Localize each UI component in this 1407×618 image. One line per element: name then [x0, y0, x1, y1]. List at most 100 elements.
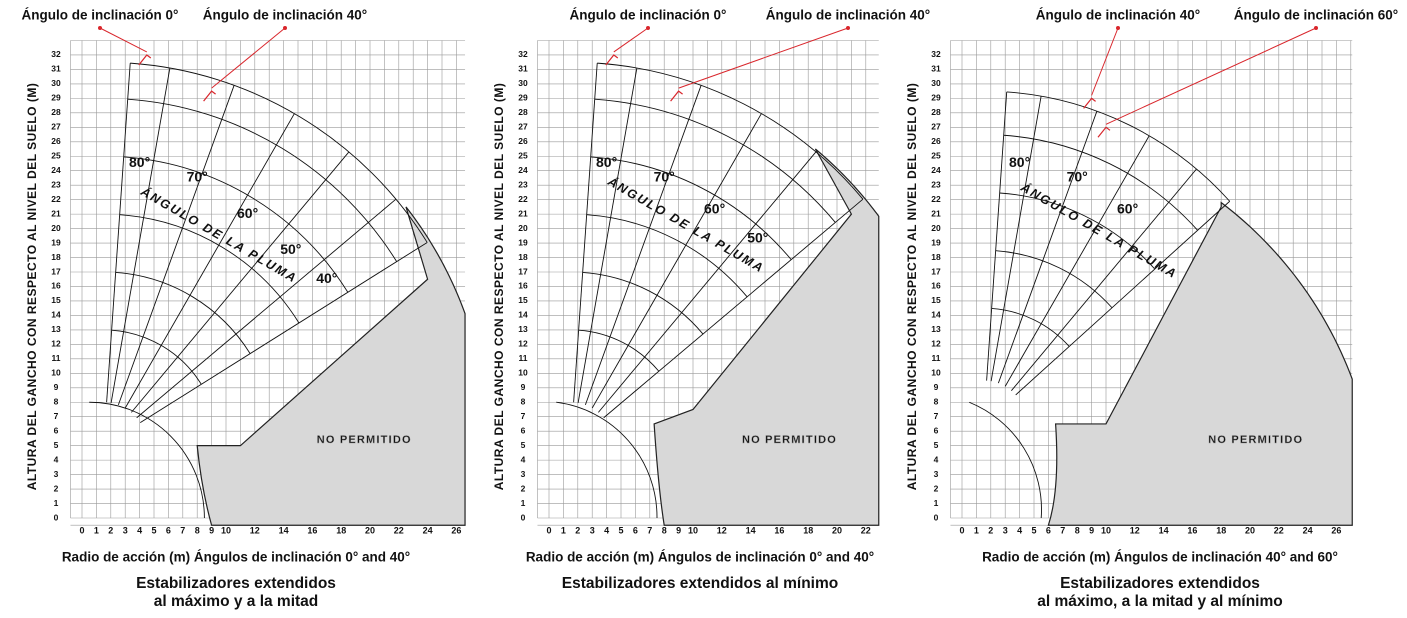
boom-arc	[111, 329, 202, 385]
y-tick-label: 5	[54, 440, 59, 450]
forbidden-zone	[653, 148, 880, 526]
y-tick-label: 14	[51, 310, 61, 320]
y-tick-label: 2	[521, 483, 526, 493]
crane-sketch	[1097, 126, 1111, 138]
boom-ray	[997, 111, 1098, 384]
y-tick-label: 27	[931, 122, 941, 132]
x-tick-label: 0	[959, 525, 964, 535]
y-tick-label: 22	[931, 194, 941, 204]
y-tick-label: 6	[934, 425, 939, 435]
boom-ray	[117, 85, 235, 406]
y-tick-label: 15	[51, 295, 61, 305]
boom-ray	[1004, 135, 1150, 387]
inclination-label: Ángulo de inclinación 40°	[203, 8, 367, 23]
x-tick-label: 12	[250, 525, 260, 535]
y-tick-label: 31	[931, 64, 941, 74]
base-arc	[556, 401, 658, 519]
boom-arc	[119, 214, 300, 324]
forbidden-label: NO PERMITIDO	[742, 434, 837, 446]
y-tick-label: 13	[51, 324, 61, 334]
x-tick-label: 14	[1159, 525, 1169, 535]
y-tick-label: 3	[54, 469, 59, 479]
y-tick-label: 30	[51, 78, 61, 88]
y-axis-title: ALTURA DEL GANCHO CON RESPECTO AL NIVEL …	[492, 83, 506, 491]
inclination-label: Ángulo de inclinación 40°	[766, 8, 930, 23]
caption: Estabilizadores extendidos	[136, 575, 336, 592]
y-tick-label: 21	[518, 208, 528, 218]
y-tick-label: 3	[934, 469, 939, 479]
caption: Estabilizadores extendidos	[1060, 575, 1260, 592]
y-tick-label: 18	[931, 252, 941, 262]
x-tick-label: 16	[1187, 525, 1197, 535]
y-tick-label: 14	[931, 310, 941, 320]
y-tick-label: 9	[521, 382, 526, 392]
crane-sketch	[605, 54, 619, 66]
pointer-dot	[1116, 26, 1120, 30]
caption: al máximo y a la mitad	[154, 593, 319, 610]
y-tick-label: 32	[51, 49, 61, 59]
panel: Ángulo de inclinación 0° Ángulo de inclin…	[22, 8, 466, 610]
x-tick-label: 24	[423, 525, 433, 535]
x-tick-label: 9	[209, 525, 214, 535]
pointer-dot	[283, 26, 287, 30]
x-tick-label: 6	[633, 525, 638, 535]
y-tick-label: 25	[931, 151, 941, 161]
boom-angle-label: 40°	[316, 270, 337, 286]
y-tick-label: 21	[931, 208, 941, 218]
y-tick-label: 0	[521, 512, 526, 522]
y-tick-label: 8	[934, 396, 939, 406]
crane-sketch	[1083, 97, 1096, 109]
x-tick-label: 16	[774, 525, 784, 535]
y-tick-label: 1	[521, 498, 526, 508]
y-tick-label: 15	[931, 295, 941, 305]
crane-sketch	[670, 90, 683, 102]
x-tick-label: 20	[1245, 525, 1255, 535]
x-tick-label: 16	[307, 525, 317, 535]
y-tick-label: 17	[51, 266, 61, 276]
y-tick-label: 7	[521, 411, 526, 421]
y-tick-label: 0	[54, 512, 59, 522]
boom-arc	[1003, 134, 1198, 231]
y-tick-label: 30	[518, 78, 528, 88]
boom-angle-title: ÁNGULO DE LA PLUMA	[1017, 179, 1180, 282]
y-tick-label: 0	[934, 512, 939, 522]
x-tick-label: 20	[832, 525, 842, 535]
x-axis-title: Radio de acción (m) Ángulos de inclinaci…	[982, 550, 1338, 565]
boom-angle-label: 80°	[1009, 154, 1030, 170]
x-tick-label: 1	[974, 525, 979, 535]
boom-ray	[131, 151, 350, 413]
y-tick-label: 4	[54, 454, 59, 464]
x-tick-label: 5	[151, 525, 156, 535]
panel: Ángulo de inclinación 40° Ángulo de incli…	[905, 8, 1398, 611]
boom-angle-label: 50°	[280, 241, 301, 257]
y-tick-label: 27	[51, 122, 61, 132]
x-tick-label: 1	[561, 525, 566, 535]
y-tick-label: 10	[51, 368, 61, 378]
y-tick-label: 11	[932, 353, 941, 363]
y-tick-label: 29	[51, 93, 61, 103]
x-tick-label: 12	[1130, 525, 1140, 535]
y-tick-label: 19	[51, 237, 61, 247]
pointer-line	[613, 27, 649, 53]
x-tick-label: 5	[618, 525, 623, 535]
y-tick-label: 17	[931, 266, 941, 276]
boom-angle-label: 60°	[1117, 200, 1138, 216]
pointer-line	[211, 27, 286, 89]
x-tick-label: 26	[451, 525, 461, 535]
x-tick-label: 6	[1046, 525, 1051, 535]
boom-arc	[115, 271, 251, 354]
boom-arc	[999, 192, 1156, 270]
y-tick-label: 13	[518, 324, 528, 334]
x-tick-label: 2	[575, 525, 580, 535]
x-tick-label: 4	[137, 525, 142, 535]
boom-ray	[573, 63, 598, 403]
y-tick-label: 11	[52, 353, 61, 363]
x-tick-label: 3	[123, 525, 128, 535]
pointer-line	[1091, 27, 1119, 96]
y-tick-label: 31	[51, 64, 61, 74]
y-tick-label: 32	[518, 49, 528, 59]
base-arc	[969, 401, 1042, 519]
x-tick-label: 7	[647, 525, 652, 535]
y-tick-label: 28	[51, 107, 61, 117]
x-axis-title: Radio de acción (m) Ángulos de inclinaci…	[526, 550, 874, 565]
